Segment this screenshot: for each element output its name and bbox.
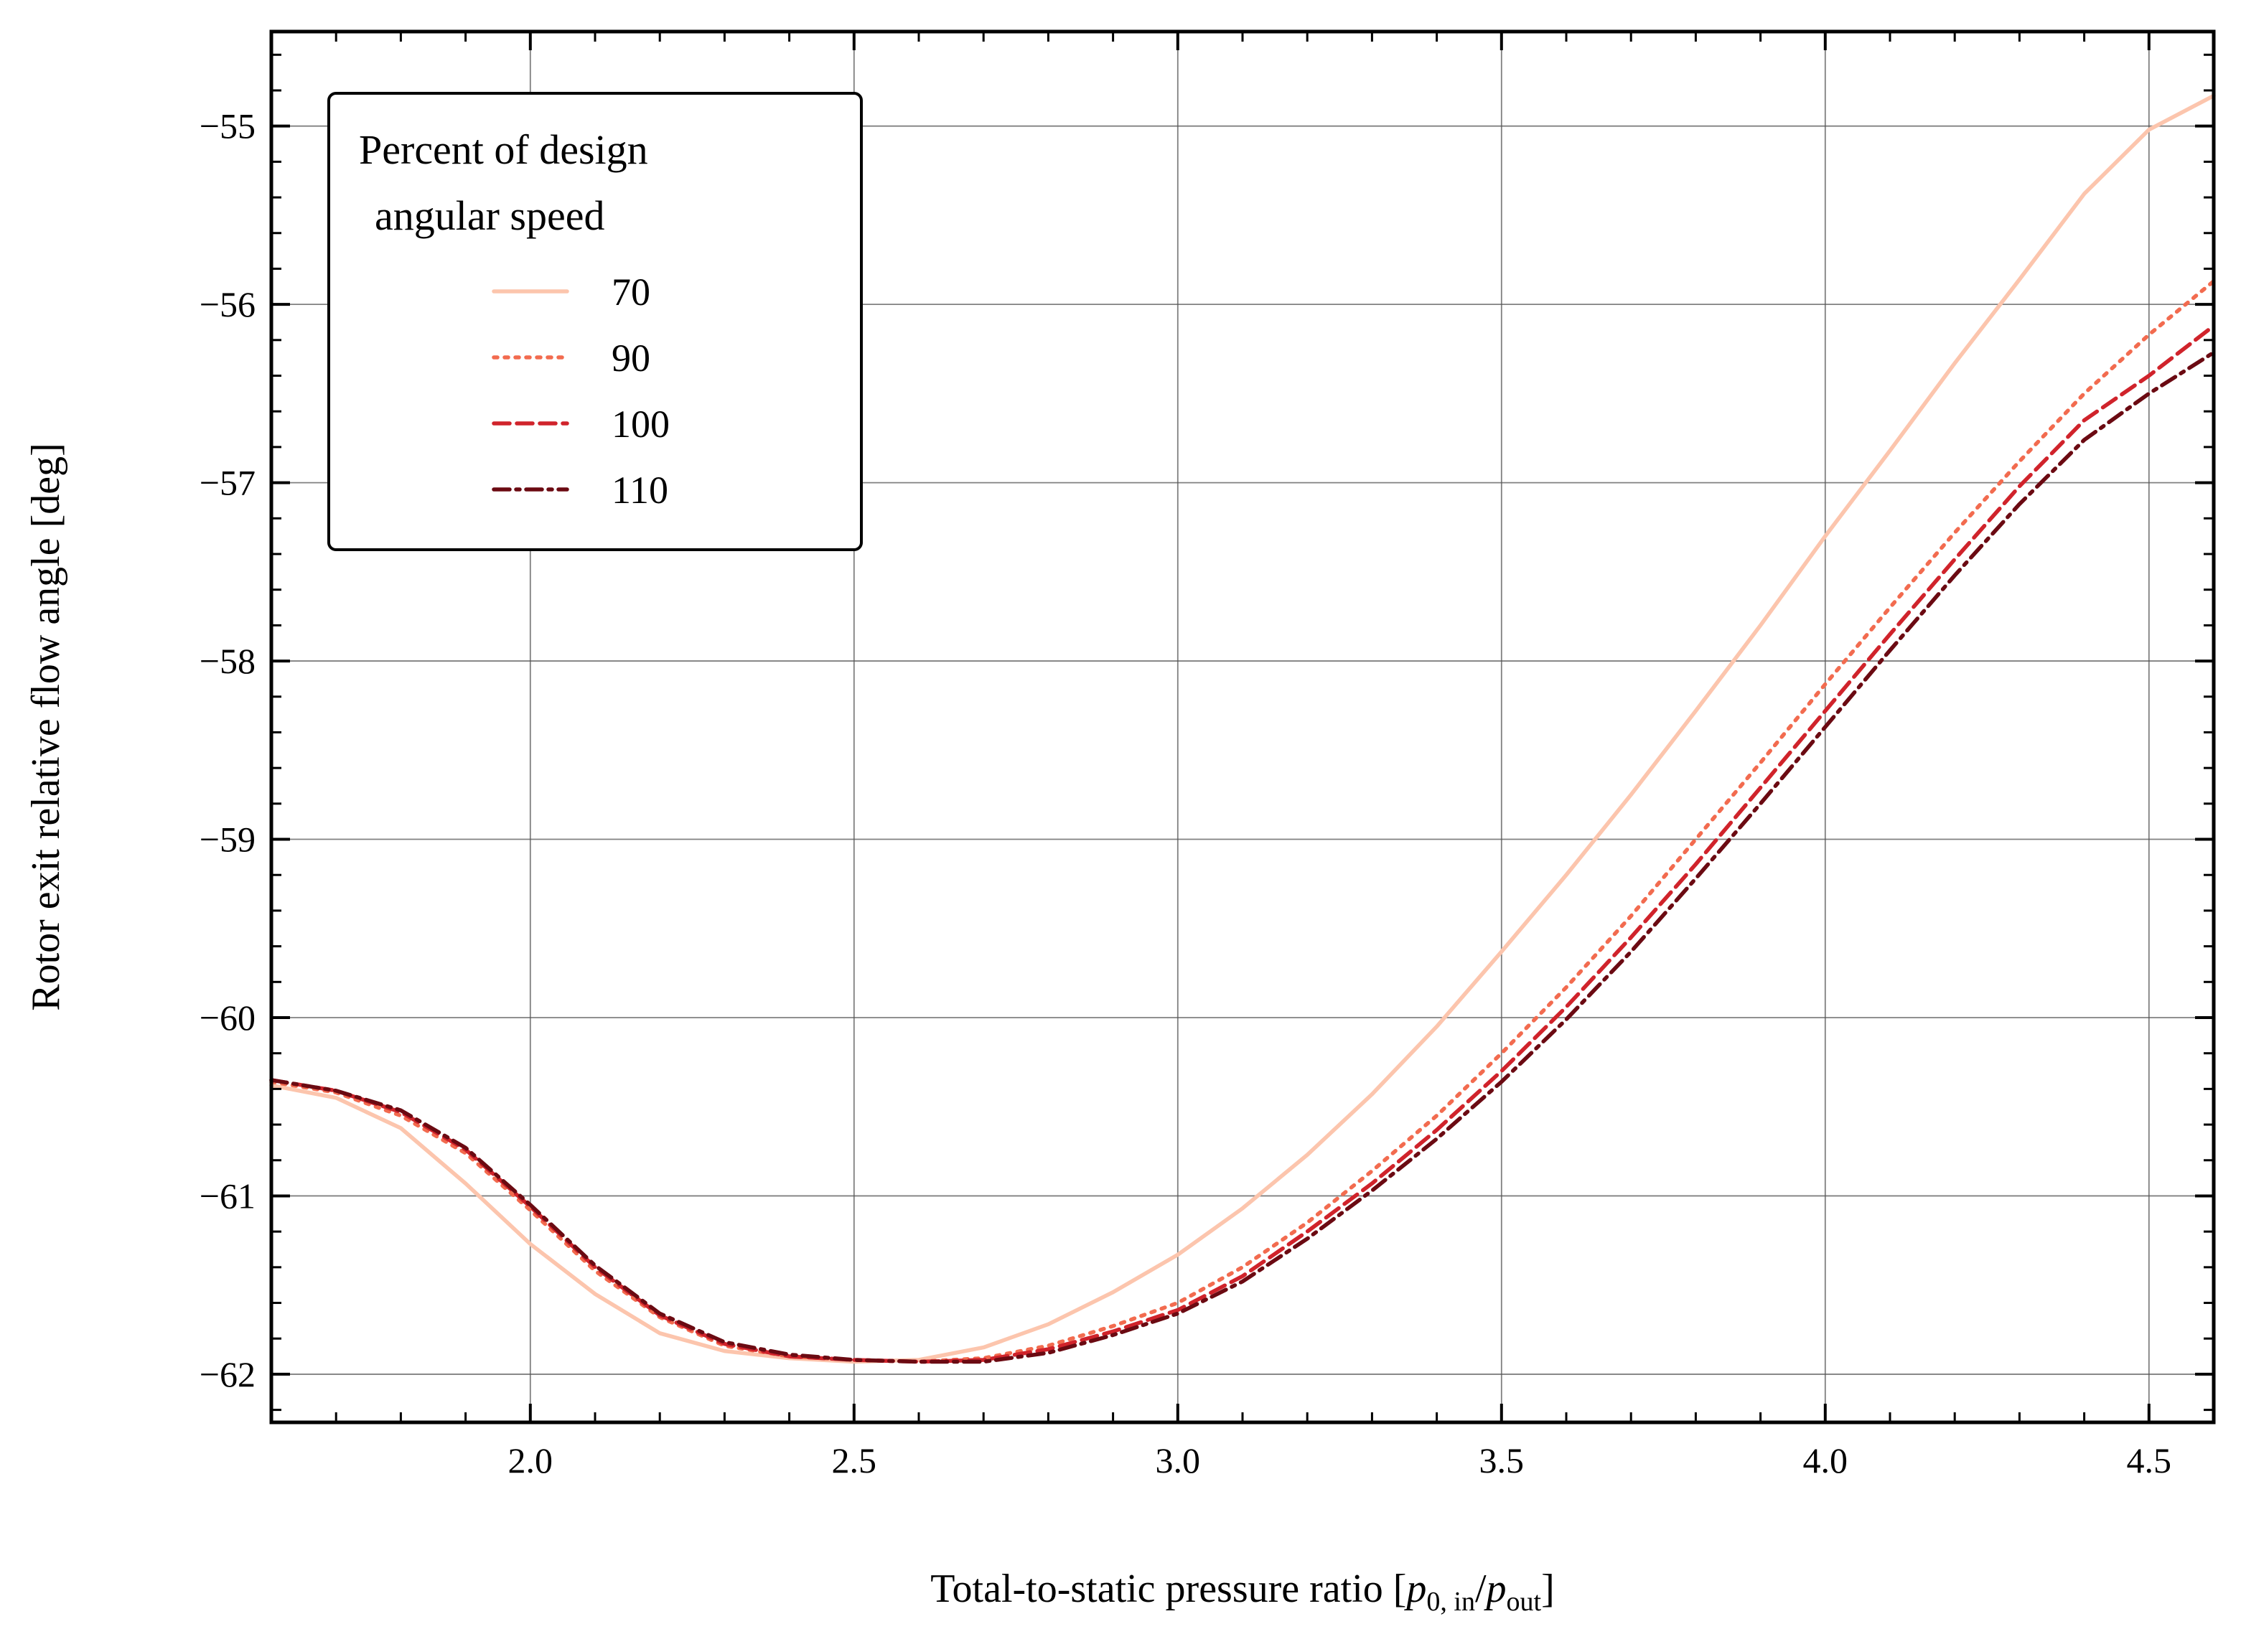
y-tick-label: −60: [200, 998, 256, 1038]
y-tick-label: −59: [200, 820, 256, 860]
y-tick-label: −58: [200, 641, 256, 681]
legend-label-90: 90: [612, 337, 650, 380]
x-tick-label: 4.5: [2127, 1440, 2172, 1480]
x-axis-label: Total-to-static pressure ratio [p0, in/p…: [930, 1567, 1555, 1617]
x-tick-label: 4.0: [1803, 1440, 1848, 1480]
y-tick-label: −62: [200, 1354, 256, 1394]
plot-frame: [269, 29, 2216, 1425]
x-tick-label: 3.0: [1156, 1440, 1201, 1480]
y-tick-label: −57: [200, 463, 256, 503]
y-tick-label: −56: [200, 284, 256, 324]
series-line-100: [269, 324, 2216, 1364]
legend-title-line-2: angular speed: [375, 192, 604, 239]
y-tick-label: −55: [200, 106, 256, 146]
series-line-110: [269, 350, 2216, 1364]
y-tick-label: −61: [200, 1175, 256, 1216]
x-tick-labels: 2.0 2.5 3.0 3.5 4.0 4.5: [508, 1440, 2172, 1480]
legend-label-70: 70: [612, 271, 650, 314]
legend-box: [327, 92, 863, 551]
legend: Percent of design angular speed 70 90 100 1…: [327, 92, 863, 551]
legend-label-100: 100: [612, 403, 670, 446]
plot-area: [269, 93, 2216, 1364]
legend-title-line-1: Percent of design: [359, 126, 648, 173]
legend-entries: 70 90 100 110: [492, 271, 670, 512]
series-line-90: [269, 279, 2216, 1364]
series-line-70: [269, 93, 2216, 1364]
y-axis-label: Rotor exit relative flow angle [deg]: [24, 443, 68, 1011]
x-tick-label: 2.0: [508, 1440, 553, 1480]
x-tick-label: 2.5: [832, 1440, 877, 1480]
legend-label-110: 110: [612, 469, 668, 512]
x-tick-label: 3.5: [1479, 1440, 1525, 1480]
y-tick-labels: −62 −61 −60 −59 −58 −57 −56 −55: [200, 106, 256, 1394]
